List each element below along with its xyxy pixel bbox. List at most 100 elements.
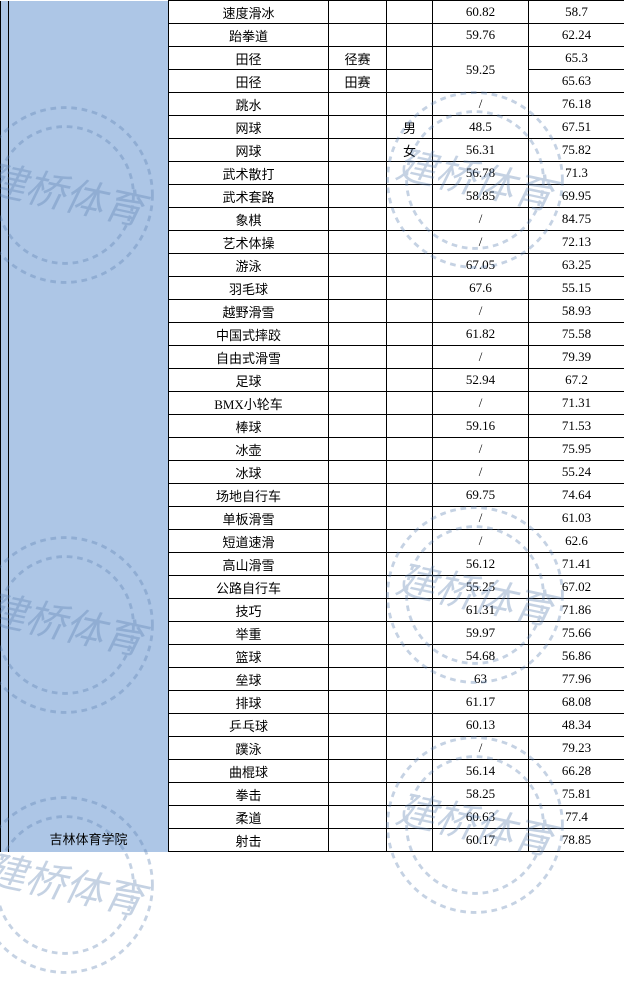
score1-cell: 67.6 [433, 277, 529, 300]
sport-cell: 柔道 [169, 806, 329, 829]
sport-cell: 游泳 [169, 254, 329, 277]
sub-cell [329, 622, 387, 645]
gender-cell [387, 231, 433, 254]
gender-cell [387, 691, 433, 714]
score1-cell: 60.13 [433, 714, 529, 737]
score1-cell: 60.63 [433, 806, 529, 829]
score2-cell: 75.66 [529, 622, 624, 645]
gender-cell: 女 [387, 139, 433, 162]
score1-cell: 59.25 [433, 47, 529, 93]
sidebar-school-label: 吉林体育学院 [9, 392, 169, 852]
score2-cell: 68.08 [529, 691, 624, 714]
sport-cell: 单板滑雪 [169, 507, 329, 530]
score2-cell: 79.39 [529, 346, 624, 369]
gender-cell [387, 484, 433, 507]
score1-cell: 52.94 [433, 369, 529, 392]
sport-cell: 跳水 [169, 93, 329, 116]
gender-cell: 男 [387, 116, 433, 139]
score1-cell: 60.82 [433, 1, 529, 24]
score1-cell: 56.14 [433, 760, 529, 783]
sub-cell [329, 346, 387, 369]
sport-cell: 武术散打 [169, 162, 329, 185]
score2-cell: 56.86 [529, 645, 624, 668]
sub-cell [329, 231, 387, 254]
score1-cell: / [433, 461, 529, 484]
gender-cell [387, 323, 433, 346]
score2-cell: 75.82 [529, 139, 624, 162]
sport-cell: 篮球 [169, 645, 329, 668]
score2-cell: 48.34 [529, 714, 624, 737]
score2-cell: 55.15 [529, 277, 624, 300]
table-row: 吉林体育学院BMX小轮车/71.31 [1, 392, 624, 415]
sport-cell: 冰壶 [169, 438, 329, 461]
score1-cell: / [433, 438, 529, 461]
gender-cell [387, 599, 433, 622]
score2-cell: 71.41 [529, 553, 624, 576]
gender-cell [387, 553, 433, 576]
sub-cell [329, 507, 387, 530]
score1-cell: 56.31 [433, 139, 529, 162]
score1-cell: 48.5 [433, 116, 529, 139]
sub-cell [329, 737, 387, 760]
sport-cell: 高山滑雪 [169, 553, 329, 576]
gender-cell [387, 70, 433, 93]
sub-cell [329, 116, 387, 139]
sport-cell: 跆拳道 [169, 24, 329, 47]
sport-cell: 棒球 [169, 415, 329, 438]
gender-cell [387, 806, 433, 829]
gender-cell [387, 415, 433, 438]
svg-text:建桥体育: 建桥体育 [0, 846, 153, 924]
sub-cell [329, 438, 387, 461]
sport-cell: 举重 [169, 622, 329, 645]
sport-cell: 足球 [169, 369, 329, 392]
sub-cell [329, 139, 387, 162]
sport-cell: 象棋 [169, 208, 329, 231]
sport-cell: 短道速滑 [169, 530, 329, 553]
gender-cell [387, 300, 433, 323]
score2-cell: 65.3 [529, 47, 624, 70]
sport-cell: 自由式滑雪 [169, 346, 329, 369]
gender-cell [387, 93, 433, 116]
gender-cell [387, 760, 433, 783]
score2-cell: 76.18 [529, 93, 624, 116]
score2-cell: 84.75 [529, 208, 624, 231]
sidebar-spacer [1, 1, 9, 392]
sport-cell: BMX小轮车 [169, 392, 329, 415]
score2-cell: 55.24 [529, 461, 624, 484]
sport-cell: 曲棍球 [169, 760, 329, 783]
score1-cell: / [433, 530, 529, 553]
score2-cell: 71.31 [529, 392, 624, 415]
sub-cell [329, 760, 387, 783]
score2-cell: 61.03 [529, 507, 624, 530]
sport-cell: 武术套路 [169, 185, 329, 208]
sport-cell: 网球 [169, 116, 329, 139]
score2-cell: 75.81 [529, 783, 624, 806]
sub-cell [329, 484, 387, 507]
score1-cell: / [433, 208, 529, 231]
score2-cell: 78.85 [529, 829, 624, 852]
gender-cell [387, 530, 433, 553]
score2-cell: 75.58 [529, 323, 624, 346]
score1-cell: 67.05 [433, 254, 529, 277]
gender-cell [387, 507, 433, 530]
score2-cell: 77.96 [529, 668, 624, 691]
sport-cell: 艺术体操 [169, 231, 329, 254]
sport-cell: 速度滑冰 [169, 1, 329, 24]
sub-cell: 田赛 [329, 70, 387, 93]
score1-cell: / [433, 93, 529, 116]
score1-cell: 61.17 [433, 691, 529, 714]
score2-cell: 75.95 [529, 438, 624, 461]
score1-cell: / [433, 300, 529, 323]
gender-cell [387, 369, 433, 392]
score1-cell: / [433, 507, 529, 530]
sport-cell: 射击 [169, 829, 329, 852]
score2-cell: 65.63 [529, 70, 624, 93]
score2-cell: 58.93 [529, 300, 624, 323]
score1-cell: 56.12 [433, 553, 529, 576]
score2-cell: 63.25 [529, 254, 624, 277]
sub-cell [329, 691, 387, 714]
sub-cell: 径赛 [329, 47, 387, 70]
sport-cell: 场地自行车 [169, 484, 329, 507]
gender-cell [387, 254, 433, 277]
score1-cell: 59.16 [433, 415, 529, 438]
